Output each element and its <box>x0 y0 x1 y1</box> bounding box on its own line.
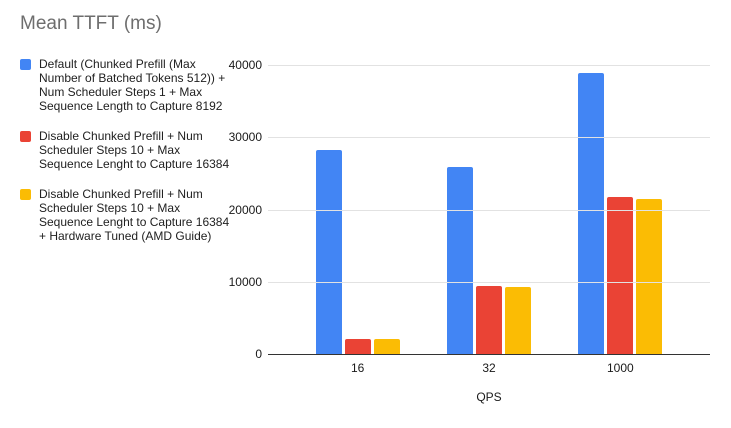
y-tick-label: 0 <box>255 347 262 361</box>
legend-item-label: Default (Chunked Prefill (Max Number of … <box>39 57 226 113</box>
y-gridline <box>268 210 710 211</box>
legend-swatch-icon <box>20 131 31 142</box>
bar <box>344 338 371 354</box>
y-tick-label: 10000 <box>228 275 262 289</box>
y-tick-label: 30000 <box>228 130 262 144</box>
y-gridline <box>268 137 710 138</box>
x-category-label: 1000 <box>606 361 634 375</box>
bar-group-32 <box>423 65 554 354</box>
bar-group-1000 <box>555 65 686 354</box>
bar <box>475 285 502 354</box>
legend-item-label: Disable Chunked Prefill + Num Scheduler … <box>39 187 230 243</box>
x-category-label: 32 <box>482 361 496 375</box>
y-tick-label: 40000 <box>228 58 262 72</box>
legend-item-label: Disable Chunked Prefill + Num Scheduler … <box>39 129 230 171</box>
bar <box>315 149 342 354</box>
x-axis-line <box>268 354 710 355</box>
legend-item: Default (Chunked Prefill (Max Number of … <box>20 57 232 113</box>
y-gridline <box>268 282 710 283</box>
x-category-label: 16 <box>350 361 365 375</box>
y-gridline <box>268 65 710 66</box>
legend-item: Disable Chunked Prefill + Num Scheduler … <box>20 187 232 243</box>
bar <box>607 196 634 354</box>
bar <box>636 199 663 354</box>
bars <box>268 65 710 354</box>
legend-item: Disable Chunked Prefill + Num Scheduler … <box>20 129 232 171</box>
plot-area <box>268 65 710 355</box>
x-axis-title: QPS <box>476 390 502 404</box>
bar <box>504 286 531 354</box>
legend-swatch-icon <box>20 59 31 70</box>
bar <box>373 338 400 354</box>
y-axis-labels: 40000 30000 20000 10000 0 <box>0 58 262 361</box>
chart-title: Mean TTFT (ms) <box>20 13 162 34</box>
chart-legend: Default (Chunked Prefill (Max Number of … <box>20 57 232 259</box>
y-tick-label: 20000 <box>228 203 262 217</box>
x-category-labels: 16 32 1000 <box>268 361 710 375</box>
bar-group-16 <box>292 65 423 354</box>
legend-swatch-icon <box>20 189 31 200</box>
bar <box>578 73 605 354</box>
bar <box>446 166 473 354</box>
